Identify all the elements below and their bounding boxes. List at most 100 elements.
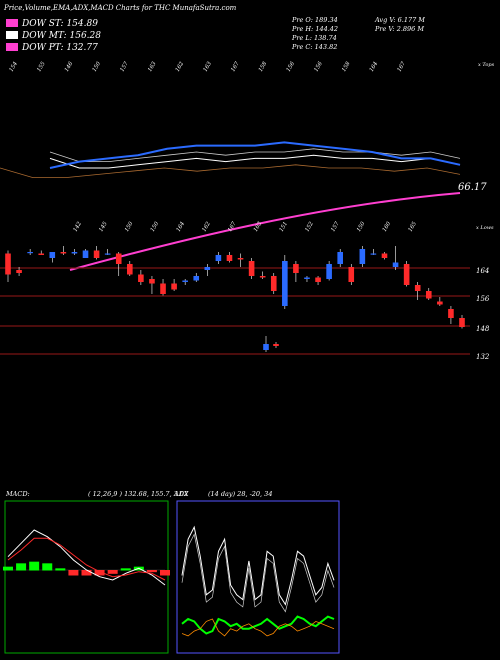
candle-body — [448, 309, 454, 318]
candle-body — [226, 255, 233, 261]
ema-top-label: 163 — [147, 60, 158, 73]
candle-body — [348, 267, 355, 282]
candle-body — [127, 264, 133, 275]
candle-body — [104, 253, 111, 255]
ema-top-label: 163 — [203, 60, 214, 73]
ema-bottom-label: 145 — [98, 220, 109, 233]
ema-top-label: 156 — [313, 60, 324, 73]
candle-body — [414, 285, 421, 291]
chart-title: Price,Volume,EMA,ADX,MACD Charts for THC… — [3, 4, 237, 12]
adx-plot — [181, 525, 335, 637]
price-y-label: 132 — [476, 353, 490, 361]
adx-line-shadow — [181, 533, 335, 613]
ema-bottom-labels: 142 145 150 150 164 162 167 163 151 152 157 150 160 1… — [73, 220, 419, 233]
ema-bottom-label: 150 — [150, 220, 161, 233]
ema-top-label: 158 — [258, 60, 269, 73]
stats-box: Pre O: 189.34 Pre H: 144.42 Pre L: 138.7… — [291, 16, 425, 51]
ema-bottom-label: 165 — [408, 220, 419, 233]
candle-body — [5, 253, 11, 275]
macd-hist-bar — [94, 570, 105, 576]
ema-bottom-label: 167 — [227, 220, 238, 233]
macd-hist-bar — [3, 566, 13, 571]
candle-body — [115, 253, 122, 264]
ema-slow-line — [49, 148, 461, 162]
adx-line — [181, 525, 335, 606]
candle-body — [315, 277, 321, 282]
candle-body — [215, 255, 222, 261]
price-y-label: 156 — [476, 295, 490, 303]
candle-body — [263, 344, 269, 350]
legend-label-pt: DOW PT: 132.77 — [21, 43, 98, 53]
adx-panel: ADX (14 day) 28, -20, 34 — [173, 490, 340, 654]
legend-label-mt: DOW MT: 156.28 — [21, 31, 101, 41]
candle-body — [370, 253, 377, 255]
candle-body — [425, 291, 432, 299]
stat-close: Pre C: 143.82 — [291, 43, 337, 51]
ema-bottom-label: 162 — [201, 220, 212, 233]
price-y-labels: 164 156 148 132 — [476, 267, 490, 361]
legend-label-st: DOW ST: 154.89 — [21, 19, 98, 29]
candle-body — [282, 261, 288, 306]
ema-price-line — [49, 154, 461, 169]
ema-tops-label: x Tops — [478, 62, 495, 68]
ema-top-label: 154 — [9, 60, 20, 73]
legend-swatch-mt — [6, 31, 18, 39]
stat-avg-volume: Avg V: 6.177 M — [374, 16, 425, 24]
legend-swatch-st — [6, 19, 18, 27]
candle-body — [248, 261, 255, 276]
price-levels — [0, 267, 470, 355]
candle-body — [273, 344, 279, 346]
stat-low: Pre L: 138.74 — [291, 34, 337, 42]
ema-top-label: 157 — [119, 60, 130, 73]
ema-lines — [0, 141, 461, 271]
macd-hist-bar — [81, 570, 92, 576]
candle-body — [71, 252, 78, 254]
candle-body — [270, 276, 277, 291]
ema-bottom-label: 163 — [253, 220, 264, 233]
macd-hist-bar — [146, 570, 157, 573]
price-y-label: 148 — [476, 325, 490, 333]
ema-bottom-label: 151 — [279, 221, 289, 233]
candle-body — [160, 283, 166, 294]
candle-body — [259, 276, 266, 278]
ema-bottom-label: 152 — [304, 220, 315, 233]
ema-bottom-label: 150 — [356, 220, 367, 233]
ema-lows-label: x Lows — [476, 225, 494, 231]
macd-hist-bar — [120, 568, 131, 571]
legend: DOW ST: 154.89 DOW MT: 156.28 DOW PT: 13… — [6, 19, 101, 53]
ema-bottom-label: 150 — [124, 220, 135, 233]
candle-body — [38, 253, 45, 255]
plus-di-line — [181, 615, 335, 635]
candle-body — [27, 252, 33, 254]
ema-top-label: 167 — [397, 60, 408, 73]
candle-body — [193, 276, 200, 281]
candle-body — [149, 279, 155, 284]
macd-hist-bar — [29, 561, 40, 571]
macd-hist-bar — [160, 570, 170, 576]
price-y-label: 164 — [476, 267, 489, 275]
ema-bottom-label: 160 — [382, 220, 393, 233]
macd-hist-bar — [42, 563, 53, 571]
dow-pt-line — [69, 192, 461, 271]
macd-label: MACD: — [5, 490, 30, 498]
macd-signal-line — [7, 537, 166, 581]
ema-top-labels: 154 155 146 150 157 163 162 163 167 158 156 156 158 1… — [9, 60, 408, 73]
macd-hist-bar — [55, 568, 66, 571]
candle-body — [60, 252, 67, 254]
price-panel: 164 156 148 132 — [0, 246, 490, 361]
macd-hist-bar — [107, 570, 118, 574]
macd-frame — [4, 500, 169, 654]
ema-last-value: 66.17 — [458, 182, 487, 193]
macd-values: ( 12,26,9 ) 132.68, 155.7, 3.02 — [88, 490, 188, 498]
ema-bottom-label: 164 — [176, 220, 187, 233]
stat-high: Pre H: 144.42 — [291, 25, 338, 33]
macd-line — [7, 529, 166, 586]
ema-panel: x Tops 154 155 146 150 157 163 162 163 167 158 156… — [0, 60, 495, 271]
candle-body — [437, 301, 443, 305]
candle-body — [93, 250, 100, 258]
macd-hist-bar — [16, 563, 27, 571]
ema-top-label: 158 — [341, 60, 352, 73]
ema-top-label: 167 — [230, 60, 241, 73]
ema-top-label: 150 — [92, 60, 103, 73]
minus-di-line — [181, 618, 335, 637]
